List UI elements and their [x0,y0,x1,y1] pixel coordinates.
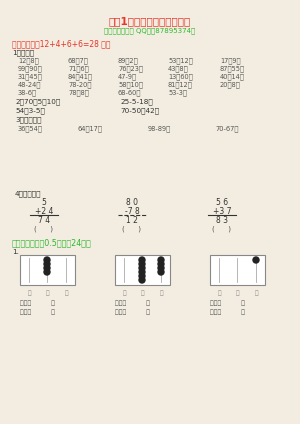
Text: 12－8＝: 12－8＝ [18,57,39,64]
Text: 读作（          ）: 读作（ ） [20,309,55,315]
Text: 70-50＋42＝: 70-50＋42＝ [120,107,159,114]
Text: 5 6: 5 6 [216,198,228,207]
Text: 个: 个 [254,290,258,296]
Text: （「家庭奥数」 QQ群：87895374）: （「家庭奥数」 QQ群：87895374） [104,27,196,33]
Text: +2 4: +2 4 [35,207,53,216]
Text: 40＋14＝: 40＋14＝ [220,73,245,80]
Text: 百: 百 [27,290,31,296]
Text: 4、病题门诊: 4、病题门诊 [15,190,41,197]
Circle shape [139,261,145,267]
Text: 53-3＝: 53-3＝ [168,89,187,95]
Circle shape [139,265,145,271]
Text: 十: 十 [235,290,239,296]
Circle shape [44,261,50,267]
Circle shape [44,257,50,263]
Text: (      ): ( ) [212,226,232,232]
Text: 2．70＋5＋10＝: 2．70＋5＋10＝ [15,98,60,105]
Text: 8 0: 8 0 [126,198,138,207]
Text: 1．口算。: 1．口算。 [12,49,34,56]
Text: 89＋2＝: 89＋2＝ [118,57,139,64]
Text: 38-6＝: 38-6＝ [18,89,37,95]
Text: 87－55＝: 87－55＝ [220,65,245,72]
Bar [20,255,75,285]
Text: 54＋3-5＝: 54＋3-5＝ [15,107,45,114]
Text: 百: 百 [217,290,221,296]
Text: +3 7: +3 7 [213,207,231,216]
Text: 8 3: 8 3 [216,216,228,225]
Text: (      ): ( ) [34,226,53,232]
Text: 71－6＝: 71－6＝ [68,65,88,72]
Text: 20＋8＝: 20＋8＝ [220,81,241,88]
Text: 17＋9＝: 17＋9＝ [220,57,241,64]
Text: 写作（          ）: 写作（ ） [115,300,150,306]
Circle shape [158,269,164,275]
Text: 68＋7＝: 68＋7＝ [68,57,89,64]
Text: 64＋17＝: 64＋17＝ [78,125,103,131]
Text: 53－12＝: 53－12＝ [168,57,193,64]
Text: 十: 十 [140,290,144,296]
Circle shape [253,257,259,263]
Text: 98-89＝: 98-89＝ [148,125,171,131]
Text: 一、计算。（12+4+6+6=28 分）: 一、计算。（12+4+6+6=28 分） [12,39,110,48]
Text: 84－41＝: 84－41＝ [68,73,93,80]
Text: 31＋45＝: 31＋45＝ [18,73,43,80]
Text: 7 4: 7 4 [38,216,50,225]
Text: 1 2: 1 2 [126,216,138,225]
Text: 99－90＝: 99－90＝ [18,65,43,72]
Text: 76＋23＝: 76＋23＝ [118,65,143,72]
Bar [115,255,170,285]
Text: 70-67＝: 70-67＝ [215,125,238,131]
Circle shape [44,265,50,271]
Text: 写作（          ）: 写作（ ） [210,300,245,306]
Text: 47-9＝: 47-9＝ [118,73,137,80]
Text: 58＋10＝: 58＋10＝ [118,81,143,88]
Bar [210,255,265,285]
Text: 3．竖式计算: 3．竖式计算 [15,116,41,123]
Text: 81＋12＝: 81＋12＝ [168,81,193,88]
Text: 百: 百 [122,290,126,296]
Text: 读作（          ）: 读作（ ） [210,309,245,315]
Text: 读作（          ）: 读作（ ） [115,309,150,315]
Circle shape [139,273,145,279]
Text: 78-20＝: 78-20＝ [68,81,92,88]
Text: 十: 十 [45,290,49,296]
Text: (      ): ( ) [122,226,142,232]
Text: 1.: 1. [12,249,19,255]
Text: 48-24＝: 48-24＝ [18,81,41,88]
Text: 25-5-18＝: 25-5-18＝ [120,98,153,105]
Text: 36＋54＝: 36＋54＝ [18,125,43,131]
Text: 小学1年级数学下册期末试卷: 小学1年级数学下册期末试卷 [109,16,191,26]
Text: -7 8: -7 8 [124,207,140,216]
Circle shape [139,257,145,263]
Text: 13＋60＝: 13＋60＝ [168,73,193,80]
Text: 写作（          ）: 写作（ ） [20,300,55,306]
Circle shape [44,269,50,275]
Text: 43＋8＝: 43＋8＝ [168,65,189,72]
Text: 5: 5 [42,198,46,207]
Text: 68-60＝: 68-60＝ [118,89,141,95]
Circle shape [158,257,164,263]
Text: 个: 个 [64,290,68,296]
Text: 个: 个 [159,290,163,296]
Circle shape [158,265,164,271]
Circle shape [139,277,145,283]
Circle shape [139,269,145,275]
Text: 78＋8＝: 78＋8＝ [68,89,89,95]
Circle shape [158,261,164,267]
Text: 二、填空（每穰0.5分，全24分）: 二、填空（每穰0.5分，全24分） [12,238,92,247]
